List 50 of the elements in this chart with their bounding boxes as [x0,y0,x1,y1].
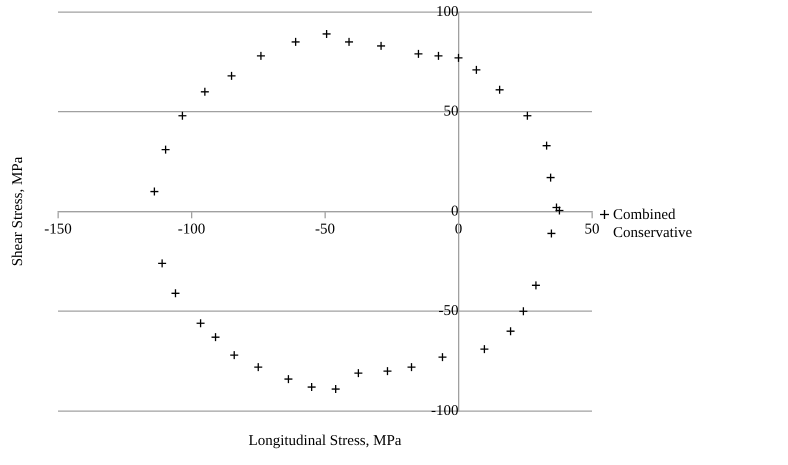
point [284,374,294,384]
point [290,37,300,47]
point [160,145,170,154]
point [480,344,490,354]
point [518,306,528,316]
point [150,186,160,196]
point [322,29,332,39]
point [546,172,556,182]
y-tick-label: 0 [451,203,458,220]
point [438,352,448,362]
legend-label: Combined Conservative [613,206,694,242]
point [354,368,364,378]
point [230,350,239,360]
x-tick-label: -50 [315,221,335,238]
point [506,326,516,336]
point [178,111,188,120]
y-tick-label: -100 [431,402,458,419]
point [454,53,464,63]
y-tick-label: 100 [436,4,458,20]
point [434,51,444,61]
point [254,362,263,372]
point [542,141,552,150]
point [522,111,532,120]
point [344,37,354,47]
x-axis-title: Longitudinal Stress, MPa [248,432,402,449]
point [170,288,180,298]
x-tick-label: 50 [584,221,600,238]
point [226,71,236,80]
point [472,65,482,75]
point [307,382,316,392]
point [546,228,556,238]
point [382,366,392,376]
point [414,49,424,59]
point [376,41,386,51]
x-tick-label: -100 [178,221,206,238]
x-tick-label: -150 [44,221,72,238]
point [157,258,167,268]
point [406,362,416,372]
y-tick-label: -50 [438,303,458,320]
point [554,206,564,216]
point [210,332,220,342]
point [552,202,562,212]
point [196,318,206,328]
point [531,280,541,290]
point [494,85,504,94]
point [256,51,266,61]
y-axis-title: Shear Stress, MPa [10,156,26,266]
y-tick-label: 50 [444,104,458,120]
point [331,384,340,394]
point [200,87,210,96]
